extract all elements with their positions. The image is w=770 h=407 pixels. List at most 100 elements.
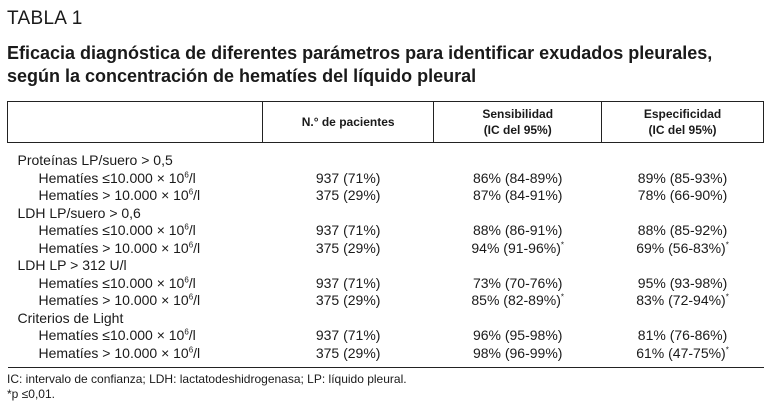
header-row: N.° de pacientes Sensibilidad (IC del 95… xyxy=(7,101,764,143)
specificity-value: 88% (85-92%) xyxy=(637,222,728,238)
subgroup-label: Hematíes ≤10.000 × 106/l xyxy=(8,327,263,345)
footnote-abbreviations: IC: intervalo de confianza; LDH: lactato… xyxy=(7,372,407,386)
subgroup-label: Hematíes ≤10.000 × 106/l xyxy=(8,222,263,240)
parameter-label: Proteínas LP/suero > 0,5 xyxy=(17,152,173,168)
subgroup-label-unit: /l xyxy=(193,239,201,256)
table-row: Hematíes > 10.000 × 106/l 375 (29%) 94% (9… xyxy=(8,240,764,258)
specificity-value: 61% (47-75%) xyxy=(636,344,726,361)
sensitivity-cell: 88% (86-91%) xyxy=(434,222,602,240)
specificity-cell: 95% (93-98%) xyxy=(602,275,764,293)
table-row: Hematíes > 10.000 × 106/l 375 (29%) 98% (9… xyxy=(7,344,764,368)
subgroup-label: Hematíes ≤10.000 × 106/l xyxy=(8,275,263,293)
sensitivity-cell: 94% (91-96%)* xyxy=(434,240,602,258)
sensitivity-cell: 98% (96-99%) xyxy=(433,344,602,368)
subgroup-label: Hematíes > 10.000 × 106/l xyxy=(8,187,263,205)
significance-mark: * xyxy=(725,344,729,354)
exponent: 6 xyxy=(188,239,194,249)
footnotes: IC: intervalo de confianza; LDH: lactato… xyxy=(7,372,407,402)
specificity-value: 95% (93-98%) xyxy=(637,274,728,291)
patients-cell: 937 (71%) xyxy=(315,222,381,238)
parameter-row: LDH LP/suero > 0,6 xyxy=(8,205,764,223)
header-sensitivity: Sensibilidad (IC del 95%) xyxy=(433,101,603,143)
header-sensitivity-title: Sensibilidad xyxy=(482,107,554,121)
sensitivity-value: 88% (86-91%) xyxy=(472,222,563,238)
significance-mark: * xyxy=(725,292,729,302)
results-table: N.° de pacientes Sensibilidad (IC del 95… xyxy=(7,101,764,368)
table-row: Hematíes ≤10.000 × 106/l 937 (71%) 86% (84… xyxy=(8,170,764,188)
exponent: 6 xyxy=(184,274,189,284)
specificity-value: 81% (76-86%) xyxy=(637,327,728,343)
header-specificity: Especificidad (IC del 95%) xyxy=(601,101,764,143)
empty-cell xyxy=(434,310,602,328)
sensitivity-value: 96% (95-98%) xyxy=(472,327,563,343)
exponent: 6 xyxy=(188,292,194,302)
specificity-cell: 78% (66-90%) xyxy=(602,187,764,205)
subgroup-label: Hematíes > 10.000 × 106/l xyxy=(7,344,263,368)
subgroup-label-text: Hematíes > 10.000 × 10 xyxy=(38,187,189,203)
specificity-value: 89% (85-93%) xyxy=(637,169,728,186)
table-row: Hematíes ≤10.000 × 106/l 937 (71%) 88% (86… xyxy=(8,222,764,240)
parameter-label: LDH LP/suero > 0,6 xyxy=(17,204,141,221)
header-patients: N.° de pacientes xyxy=(261,101,435,143)
patients-cell: 937 (71%) xyxy=(315,274,381,291)
empty-cell xyxy=(263,257,434,275)
header-specificity-title: Especificidad xyxy=(643,107,722,121)
specificity-cell: 69% (56-83%)* xyxy=(602,240,764,258)
empty-cell xyxy=(602,257,764,275)
subgroup-label-unit: /l xyxy=(193,187,201,203)
subgroup-label: Hematíes ≤10.000 × 106/l xyxy=(8,170,263,188)
subgroup-label-unit: /l xyxy=(188,327,196,343)
parameter-label: Criterios de Light xyxy=(17,309,124,326)
patients-cell: 375 (29%) xyxy=(315,239,381,256)
table-row: Hematíes ≤10.000 × 106/l 937 (71%) 96% (95… xyxy=(8,327,764,345)
specificity-value: 69% (56-83%) xyxy=(636,239,726,256)
empty-cell xyxy=(263,310,434,328)
table-caption: Eficacia diagnóstica de diferentes parám… xyxy=(7,43,713,86)
empty-cell xyxy=(263,205,434,223)
exponent: 6 xyxy=(184,222,189,232)
patients-cell: 375 (29%) xyxy=(262,344,434,368)
patients-cell: 375 (29%) xyxy=(315,292,381,308)
subgroup-label-text: Hematíes > 10.000 × 10 xyxy=(38,239,189,256)
significance-mark: * xyxy=(725,239,729,249)
empty-cell xyxy=(263,152,434,170)
sensitivity-value: 98% (96-99%) xyxy=(472,344,563,361)
subgroup-label-unit: /l xyxy=(188,274,196,291)
sensitivity-cell: 73% (70-76%) xyxy=(434,275,602,293)
exponent: 6 xyxy=(188,344,194,354)
patients-cell: 937 (71%) xyxy=(315,169,381,186)
subgroup-label: Hematíes > 10.000 × 106/l xyxy=(8,240,263,258)
spacer-row xyxy=(8,143,764,153)
subgroup-label-text: Hematíes ≤10.000 × 10 xyxy=(38,327,185,343)
sensitivity-cell: 96% (95-98%) xyxy=(434,327,602,345)
empty-cell xyxy=(434,205,602,223)
subgroup-label-unit: /l xyxy=(193,344,201,361)
subgroup-label-text: Hematíes > 10.000 × 10 xyxy=(38,292,189,308)
specificity-cell: 88% (85-92%) xyxy=(602,222,764,240)
specificity-value: 78% (66-90%) xyxy=(637,187,728,203)
parameter-row: Criterios de Light xyxy=(8,310,764,328)
sensitivity-value: 85% (82-89%) xyxy=(471,292,561,308)
parameter-row: LDH LP > 312 U/l xyxy=(8,257,764,275)
empty-cell xyxy=(602,152,764,170)
specificity-value: 83% (72-94%) xyxy=(636,292,726,308)
header-specificity-ci: (IC del 95%) xyxy=(648,123,717,137)
sensitivity-cell: 85% (82-89%)* xyxy=(434,292,602,310)
subgroup-label-unit: /l xyxy=(188,222,196,238)
patients-cell: 937 (71%) xyxy=(315,327,381,343)
sensitivity-value: 86% (84-89%) xyxy=(472,169,563,186)
table-body: Proteínas LP/suero > 0,5 Hematíes ≤10.000… xyxy=(7,143,764,368)
table-row: Hematíes ≤10.000 × 106/l 937 (71%) 73% (70… xyxy=(8,275,764,293)
exponent: 6 xyxy=(184,327,189,337)
empty-cell xyxy=(602,205,764,223)
empty-cell xyxy=(434,257,602,275)
significance-mark: * xyxy=(560,239,564,249)
parameter-label: LDH LP > 312 U/l xyxy=(17,257,127,273)
significance-mark: * xyxy=(560,292,564,302)
specificity-cell: 61% (47-75%)* xyxy=(601,344,764,368)
empty-cell xyxy=(434,152,602,170)
subgroup-label-unit: /l xyxy=(193,292,201,308)
subgroup-label: Hematíes > 10.000 × 106/l xyxy=(8,292,263,310)
parameter-row: Proteínas LP/suero > 0,5 xyxy=(8,152,764,170)
subgroup-label-text: Hematíes ≤10.000 × 10 xyxy=(38,222,185,238)
